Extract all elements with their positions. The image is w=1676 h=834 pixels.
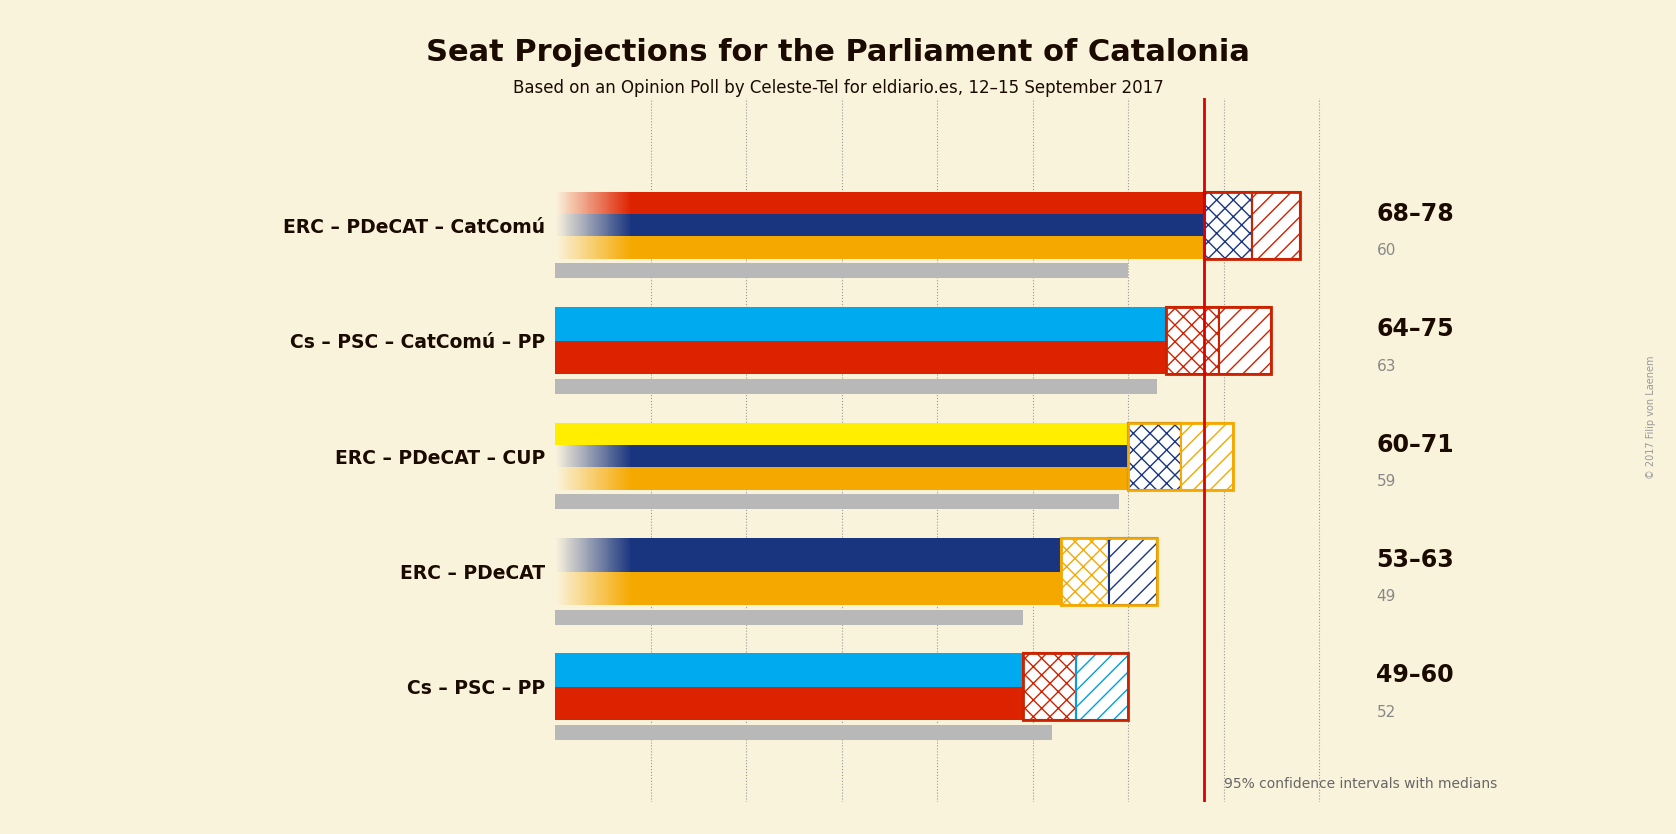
Bar (632, 571, 1156, 605)
Bar (555, 725, 1051, 740)
Bar (1022, 654, 1128, 721)
Text: 49: 49 (1376, 590, 1396, 605)
Bar (555, 379, 1156, 394)
Text: 60–71: 60–71 (1376, 433, 1455, 456)
Bar (1022, 654, 1128, 721)
Bar (632, 467, 1234, 490)
Bar (1252, 192, 1301, 259)
Bar (1061, 538, 1110, 605)
Bar (555, 654, 1128, 687)
Bar (1205, 192, 1301, 259)
Bar (632, 538, 1156, 571)
Text: © 2017 Filip von Laenem: © 2017 Filip von Laenem (1646, 355, 1656, 479)
Bar (632, 445, 1234, 467)
Text: Based on an Opinion Poll by Celeste-Tel for eldiario.es, 12–15 September 2017: Based on an Opinion Poll by Celeste-Tel … (513, 79, 1163, 98)
Text: 52: 52 (1376, 705, 1396, 720)
Text: 59: 59 (1376, 474, 1396, 489)
Text: 60: 60 (1376, 244, 1396, 259)
Bar (1166, 307, 1272, 374)
Bar (632, 237, 1301, 259)
Bar (1061, 538, 1156, 605)
Bar (555, 610, 1022, 625)
Bar (1128, 423, 1180, 490)
Bar (1218, 307, 1272, 374)
Text: 95% confidence intervals with medians: 95% confidence intervals with medians (1223, 776, 1497, 791)
Bar (1128, 423, 1234, 490)
Text: 53–63: 53–63 (1376, 548, 1455, 572)
Bar (1128, 423, 1234, 490)
Bar (555, 307, 1272, 341)
Text: Seat Projections for the Parliament of Catalonia: Seat Projections for the Parliament of C… (426, 38, 1250, 67)
Bar (1022, 654, 1076, 721)
Bar (1110, 538, 1156, 605)
Bar (1205, 192, 1301, 259)
Bar (555, 341, 1272, 374)
Bar (555, 264, 1128, 279)
Bar (1205, 192, 1252, 259)
Bar (1076, 654, 1128, 721)
Bar (1180, 423, 1234, 490)
Bar (1166, 307, 1218, 374)
Text: 64–75: 64–75 (1376, 317, 1455, 341)
Bar (555, 495, 1118, 510)
Bar (1061, 538, 1156, 605)
Text: 68–78: 68–78 (1376, 202, 1455, 226)
Bar (632, 192, 1301, 214)
Text: 49–60: 49–60 (1376, 663, 1455, 687)
Text: 63: 63 (1376, 359, 1396, 374)
Bar (555, 423, 1234, 445)
Bar (1166, 307, 1272, 374)
Bar (555, 687, 1128, 721)
Bar (632, 214, 1301, 237)
